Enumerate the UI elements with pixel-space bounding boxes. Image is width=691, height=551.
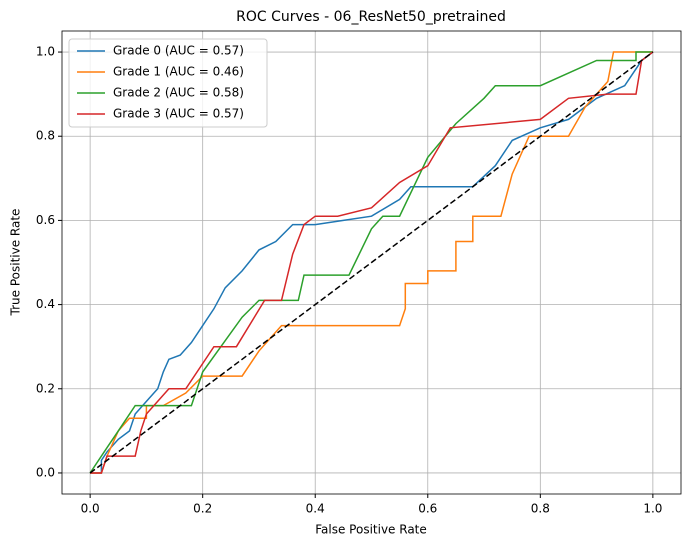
legend-label: Grade 3 (AUC = 0.57) [113,107,244,121]
y-tick-label: 0.8 [36,129,55,143]
plot-frame [61,30,682,495]
x-tick-label: 0.8 [531,502,550,516]
y-tick-label: 0.4 [36,297,55,311]
y-tick-label: 1.0 [36,45,55,59]
legend-label: Grade 1 (AUC = 0.46) [113,65,244,79]
x-tick-label: 0.2 [193,502,212,516]
legend-box [68,38,268,128]
line [90,51,654,474]
legend-label: Grade 2 (AUC = 0.58) [113,86,244,100]
y-axis-label: True Positive Rate [9,209,23,317]
x-tick-label: 0.6 [418,502,437,516]
line [90,51,654,474]
y-tick-label: 0.6 [36,213,55,227]
x-tick-label: 0.0 [81,502,100,516]
legend-label: Grade 0 (AUC = 0.57) [113,44,244,58]
y-tick-label: 0.0 [36,465,55,479]
line [89,51,654,474]
chart-title: ROC Curves - 06_ResNet50_pretrained [236,9,506,25]
legend: Grade 0 (AUC = 0.57) Grade 1 (AUC = 0.46)… [68,38,268,128]
x-tick-label: 1.0 [643,502,662,516]
x-tick-label: 0.4 [306,502,325,516]
y-tick-label: 0.2 [36,381,55,395]
x-axis-label: False Positive Rate [315,523,427,537]
line [89,51,653,474]
line [90,51,653,474]
